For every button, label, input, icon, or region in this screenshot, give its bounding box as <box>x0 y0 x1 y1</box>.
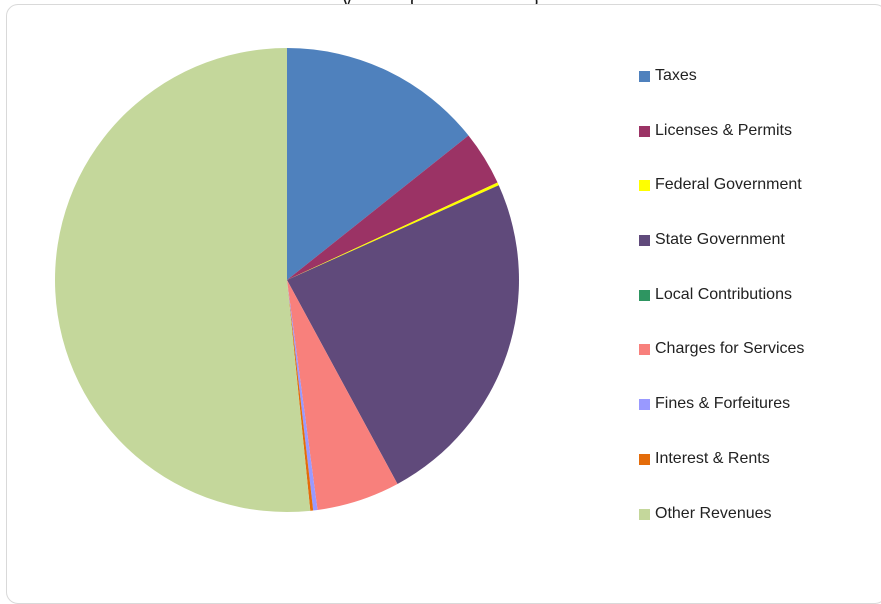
legend-item: Federal Government <box>639 174 804 229</box>
legend-item: State Government <box>639 229 804 284</box>
legend-swatch <box>639 71 650 82</box>
legend-item: Local Contributions <box>639 284 804 339</box>
pie-slice-other-revenues <box>55 48 311 512</box>
legend-item: Taxes <box>639 65 804 120</box>
legend-label: Federal Government <box>655 176 802 194</box>
legend-swatch <box>639 235 650 247</box>
chart-legend: Taxes Licenses & Permits Federal Governmen… <box>639 65 804 557</box>
legend-label: Charges for Services <box>655 340 805 358</box>
legend-label: Other Revenues <box>655 504 772 522</box>
pie-chart <box>55 48 519 512</box>
pie-slice-interest-rents <box>287 280 314 511</box>
legend-label: Interest & Rents <box>655 449 770 467</box>
legend-swatch <box>639 399 650 411</box>
legend-swatch <box>639 289 650 301</box>
legend-label: Fines & Forfeitures <box>655 395 791 413</box>
pie-slice-taxes <box>287 48 469 280</box>
legend-item: Other Revenues <box>639 503 804 558</box>
legend-label: Local Contributions <box>655 285 792 303</box>
pie-slice-state-government <box>287 185 519 485</box>
legend-swatch <box>639 180 650 192</box>
pie-slice-charges-for-services <box>287 280 398 510</box>
legend-label: Taxes <box>655 67 697 84</box>
legend-swatch <box>639 344 650 356</box>
pie-slice-licenses-permits <box>287 135 498 280</box>
pie-slice-federal-government <box>287 182 499 280</box>
pie-slice-fines-forfeitures <box>287 280 318 511</box>
legend-swatch <box>639 453 650 465</box>
legend-swatch <box>639 508 650 520</box>
legend-item: Charges for Services <box>639 338 804 393</box>
legend-item: Licenses & Permits <box>639 120 804 175</box>
legend-item: Interest & Rents <box>639 448 804 503</box>
legend-item: Fines & Forfeitures <box>639 393 804 448</box>
chart-area: Taxes Licenses & Permits Federal Governmen… <box>6 4 881 604</box>
legend-label: Licenses & Permits <box>655 121 792 139</box>
legend-swatch <box>639 125 650 137</box>
legend-label: State Government <box>655 231 785 249</box>
